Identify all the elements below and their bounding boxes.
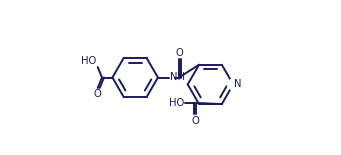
Text: HO: HO [81, 56, 97, 66]
Text: O: O [191, 116, 199, 126]
Text: HO: HO [169, 98, 184, 108]
Text: NH: NH [170, 73, 185, 82]
Text: O: O [176, 48, 184, 58]
Text: O: O [93, 89, 101, 100]
Text: N: N [234, 79, 242, 89]
